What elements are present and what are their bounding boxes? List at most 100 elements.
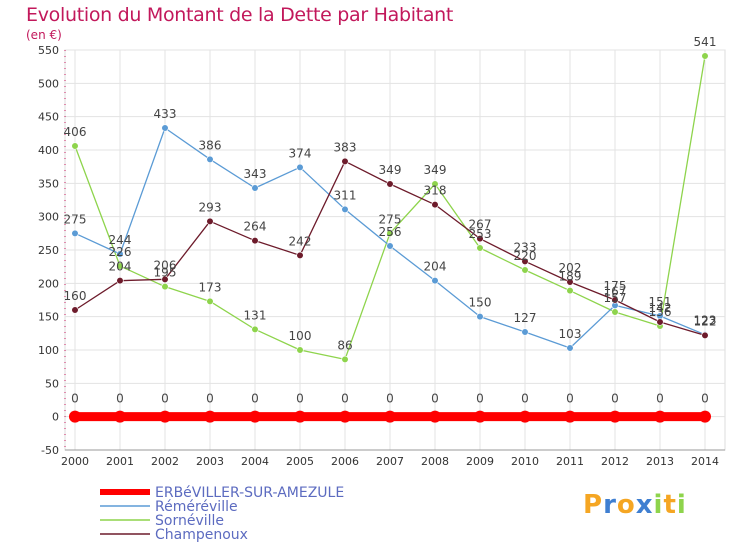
data-point (116, 277, 124, 285)
y-tick-label: 350 (38, 177, 59, 190)
data-label: 253 (469, 227, 492, 241)
x-tick-label: 2006 (331, 455, 359, 468)
data-label: 175 (604, 279, 627, 293)
data-point (431, 201, 439, 209)
data-label: 206 (154, 258, 177, 272)
data-point (476, 244, 484, 252)
x-tick-label: 2004 (241, 455, 269, 468)
data-point (341, 355, 349, 363)
data-label: 204 (424, 260, 447, 274)
x-tick-label: 2002 (151, 455, 179, 468)
legend-label: Réméréville (155, 499, 238, 515)
data-label: 0 (476, 392, 484, 406)
data-label: 0 (71, 392, 79, 406)
data-label: 157 (604, 291, 627, 305)
data-point (206, 217, 214, 225)
data-point (386, 242, 394, 250)
data-label: 167 (604, 284, 627, 298)
logo-letter: t (663, 490, 677, 520)
data-point (249, 410, 261, 423)
data-point (476, 235, 484, 243)
data-point (476, 313, 484, 321)
data-point (161, 283, 169, 291)
x-tick-label: 2003 (196, 455, 224, 468)
x-tick-label: 2001 (106, 455, 134, 468)
x-tick-label: 2010 (511, 455, 539, 468)
y-tick-label: 200 (38, 277, 59, 290)
data-label: 349 (379, 163, 402, 177)
data-label: 0 (296, 392, 304, 406)
data-point (384, 410, 396, 423)
data-point (116, 262, 124, 270)
data-point (474, 410, 486, 423)
data-point (566, 287, 574, 295)
data-point (431, 277, 439, 285)
data-label: 264 (244, 220, 267, 234)
y-tick-label: 300 (38, 211, 59, 224)
data-point (386, 180, 394, 188)
data-label: 189 (559, 270, 582, 284)
data-label: 0 (611, 392, 619, 406)
data-label: 131 (244, 308, 267, 322)
logo-letter: o (616, 490, 636, 520)
data-label: 433 (154, 107, 177, 121)
x-tick-label: 2012 (601, 455, 629, 468)
data-point (611, 308, 619, 316)
data-point (71, 306, 79, 314)
data-label: 256 (379, 225, 402, 239)
data-label: 244 (109, 233, 132, 247)
data-point (116, 250, 124, 258)
data-label: 127 (514, 311, 537, 325)
data-label: 311 (334, 188, 357, 202)
data-point (431, 180, 439, 188)
legend-label: ERBéVILLER-SUR-AMEZULE (155, 485, 344, 501)
data-label: 0 (521, 392, 529, 406)
data-label: 233 (514, 240, 537, 254)
data-point (566, 344, 574, 352)
data-label: 123 (694, 314, 717, 328)
data-label: 0 (566, 392, 574, 406)
data-label: 0 (431, 392, 439, 406)
data-point (611, 296, 619, 304)
data-point (566, 278, 574, 286)
data-point (341, 205, 349, 213)
data-label: 406 (64, 125, 87, 139)
logo-letter: x (635, 490, 654, 520)
data-point (71, 229, 79, 237)
data-label: 275 (64, 212, 87, 226)
data-label: 0 (161, 392, 169, 406)
data-label: 343 (244, 167, 267, 181)
logo-letter: r (603, 490, 617, 520)
data-point (699, 410, 711, 423)
data-point (609, 410, 621, 423)
data-label: 374 (289, 146, 312, 160)
data-label: 242 (289, 234, 312, 248)
data-point (206, 297, 214, 305)
data-label: 160 (64, 289, 87, 303)
data-label: 0 (206, 392, 214, 406)
x-tick-label: 2008 (421, 455, 449, 468)
data-point (251, 325, 259, 333)
logo-letter: i (676, 490, 687, 520)
data-point (71, 142, 79, 150)
data-label: 0 (251, 392, 259, 406)
y-tick-label: 550 (38, 44, 59, 57)
data-point (701, 52, 709, 60)
legend-label: Champenoux (155, 527, 248, 543)
data-label: 195 (154, 266, 177, 280)
data-label: 136 (649, 305, 672, 319)
data-label: 386 (199, 138, 222, 152)
data-label: 151 (649, 295, 672, 309)
data-label: 103 (559, 327, 582, 341)
data-point (521, 257, 529, 265)
x-tick-label: 2000 (61, 455, 89, 468)
data-label: 150 (469, 296, 492, 310)
y-tick-label: 150 (38, 311, 59, 324)
y-tick-label: 500 (38, 77, 59, 90)
data-point (386, 229, 394, 237)
data-point (69, 410, 81, 423)
data-point (294, 410, 306, 423)
data-label: 0 (386, 392, 394, 406)
data-point (251, 184, 259, 192)
